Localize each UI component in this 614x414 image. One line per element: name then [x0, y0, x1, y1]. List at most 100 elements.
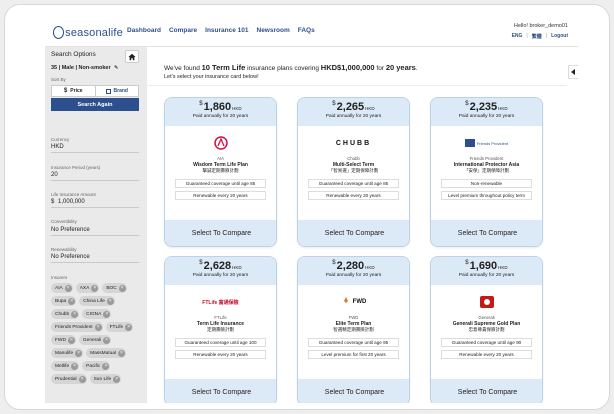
price-value: 2,280	[336, 260, 365, 272]
insurer-chip[interactable]: Prudential ×	[51, 374, 87, 384]
payment-term: Paid annually for 20 years	[325, 114, 382, 119]
client-profile[interactable]: 35 | Male | Non-smoker ✎	[51, 65, 118, 71]
nav-newsroom[interactable]: Newsroom	[256, 27, 290, 34]
chip-label: Sun Life	[93, 376, 112, 382]
close-icon[interactable]: ×	[106, 297, 114, 305]
insurer-chip[interactable]: Sun Life ×	[89, 374, 122, 384]
insurer-chip[interactable]: Manulife ×	[51, 348, 84, 358]
insurer-chip[interactable]: Chubb ×	[51, 309, 80, 319]
plan-name-chinese: 「智易選」定期保障計劃	[328, 168, 379, 173]
chip-label: AXA	[79, 285, 90, 291]
profile-text: 35 | Male | Non-smoker	[51, 65, 111, 71]
chip-label: FTLife	[109, 324, 124, 330]
plan-feature: Guaranteed coverage until age 100	[175, 338, 266, 347]
close-icon[interactable]: ×	[125, 323, 133, 331]
insurer-chip[interactable]: Generali ×	[78, 335, 112, 345]
insurer-chip[interactable]: Friends Provident ×	[51, 322, 103, 332]
insurer-chip[interactable]: BOC ×	[102, 283, 127, 293]
select-to-compare-button[interactable]: Select To Compare	[431, 379, 542, 403]
insurer-chip[interactable]: AXA ×	[75, 283, 100, 293]
collapse-panel-button[interactable]	[568, 65, 578, 79]
plan-name-chinese: 定期壽險計劃	[207, 327, 234, 332]
lang-zh-link[interactable]: 繁體	[531, 34, 542, 40]
home-button[interactable]	[125, 50, 139, 63]
seasonalife-logo[interactable]: seasonalife	[53, 25, 123, 40]
renewability-select[interactable]: No Preference	[51, 254, 139, 263]
close-icon[interactable]: ×	[103, 336, 111, 344]
insurers-label: Insurers	[51, 275, 68, 280]
amount-input[interactable]: $ 1,000,000	[51, 199, 139, 208]
amount-value: 1,000,000	[58, 199, 85, 205]
insurer-chip[interactable]: CIGNA ×	[82, 309, 112, 319]
insurer-chip[interactable]: FTLife ×	[105, 322, 134, 332]
sort-price-option[interactable]: $ Price	[52, 86, 95, 96]
sort-brand-option[interactable]: Brand	[94, 86, 139, 96]
close-icon[interactable]: ×	[71, 310, 79, 318]
plan-name: Wisdom Term Life Plan	[193, 162, 248, 168]
plan-name-chinese: 智選精定期壽險計劃	[333, 327, 374, 332]
sidebar-title: Search Options	[51, 51, 96, 58]
divider: |	[526, 33, 528, 39]
search-again-button[interactable]: Search Again	[51, 98, 139, 111]
insurer-chip[interactable]: Metlife ×	[51, 361, 80, 371]
select-to-compare-button[interactable]: Select To Compare	[165, 379, 276, 403]
currency-symbol: $	[332, 260, 336, 266]
price-unit: HKD	[498, 265, 508, 270]
close-icon[interactable]: ×	[118, 349, 125, 357]
close-icon[interactable]: ×	[102, 362, 110, 370]
select-to-compare-button[interactable]: Select To Compare	[431, 220, 542, 246]
nav-compare[interactable]: Compare	[168, 27, 198, 34]
results-subline: Let's select your insurance card below!	[164, 74, 259, 80]
insurer-chip[interactable]: Bupa ×	[51, 296, 77, 306]
payment-term: Paid annually for 20 years	[192, 114, 249, 119]
insurer-chips: AIA × AXA × BOC × Bupa × China Life × Chubb × …	[51, 283, 143, 384]
plan-features: Non-renewable Level premium throughout p…	[431, 179, 542, 200]
premium-price: $2,628HKD	[165, 260, 276, 272]
card-price-header: $2,265HKD Paid annually for 20 years	[298, 98, 409, 126]
chip-label: Pacific	[86, 363, 101, 369]
insurer-logo: CHUBB	[298, 130, 409, 156]
close-icon[interactable]: ×	[71, 362, 79, 370]
plan-feature: Renewable every 20 years	[441, 350, 532, 359]
nav-faqs[interactable]: FAQs	[297, 27, 315, 34]
price-value: 2,235	[469, 101, 498, 113]
insurer-chip[interactable]: AIA ×	[51, 283, 73, 293]
currency-label: Currency	[51, 137, 70, 142]
pencil-icon[interactable]: ✎	[114, 65, 119, 71]
close-icon[interactable]: ×	[75, 349, 83, 357]
convertibility-select[interactable]: No Preference	[51, 227, 139, 236]
close-icon[interactable]: ×	[67, 336, 75, 344]
nav-insurance-101[interactable]: Insurance 101	[205, 27, 249, 34]
close-icon[interactable]: ×	[78, 375, 86, 383]
card-price-header: $1,690HKD Paid annually for 20 years	[431, 257, 542, 285]
currency-symbol: $	[332, 101, 336, 107]
insurer-chip[interactable]: Pacific ×	[82, 361, 111, 371]
logout-link[interactable]: Logout	[551, 33, 568, 39]
select-to-compare-button[interactable]: Select To Compare	[298, 379, 409, 403]
insurer-chip[interactable]: MassMutual ×	[86, 348, 126, 358]
plan-card: $1,690HKD Paid annually for 20 years GEN…	[430, 256, 543, 403]
logo-wordmark: CHUBB	[335, 139, 372, 147]
price-value: 1,690	[469, 260, 498, 272]
close-icon[interactable]: ×	[91, 284, 99, 292]
insurer-chip[interactable]: FWD ×	[51, 335, 76, 345]
insurer-chip[interactable]: China Life ×	[79, 296, 115, 306]
account-links: ENG | 繁體 | Logout	[512, 33, 568, 40]
close-icon[interactable]: ×	[118, 284, 126, 292]
chip-label: FWD	[55, 337, 66, 343]
nav-dashboard[interactable]: Dashboard	[127, 27, 161, 34]
select-to-compare-button[interactable]: Select To Compare	[298, 220, 409, 246]
currency-select[interactable]: HKD	[51, 144, 139, 153]
period-select[interactable]: 20	[51, 172, 139, 181]
plan-feature: Guaranteed coverage until age 85	[308, 179, 399, 188]
price-value: 1,860	[203, 101, 232, 113]
close-icon[interactable]: ×	[68, 297, 76, 305]
select-to-compare-button[interactable]: Select To Compare	[165, 220, 276, 246]
close-icon[interactable]: ×	[94, 323, 102, 331]
logo-text: seasonalife	[65, 26, 123, 39]
close-icon[interactable]: ×	[113, 375, 121, 383]
lang-eng-link[interactable]: ENG	[511, 33, 523, 39]
close-icon[interactable]: ×	[103, 310, 111, 318]
close-icon[interactable]: ×	[64, 284, 72, 292]
premium-price: $2,280HKD	[298, 260, 409, 272]
